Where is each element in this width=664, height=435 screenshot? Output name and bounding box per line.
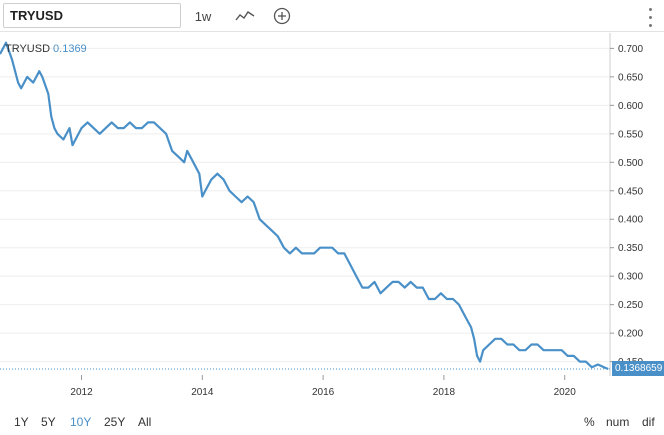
range-button-all[interactable]: All <box>138 415 152 429</box>
y-tick-label: 0.650 <box>618 72 643 83</box>
series-line-tryusd <box>0 41 609 371</box>
symbol-input[interactable] <box>3 3 181 28</box>
display-mode-num[interactable]: num <box>606 415 630 429</box>
more-vertical-icon[interactable] <box>644 5 656 29</box>
x-tick-label: 2016 <box>312 387 335 398</box>
range-button-1y[interactable]: 1Y <box>14 415 29 429</box>
chart-area[interactable]: 0.1500.2000.2500.3000.3500.4000.4500.500… <box>0 33 664 407</box>
legend-value: 0.1369 <box>53 43 87 55</box>
display-mode-dif[interactable]: dif <box>642 415 655 429</box>
x-tick-label: 2018 <box>433 387 456 398</box>
chart-legend: TRYUSD 0.1369 <box>5 43 87 55</box>
range-button-25y[interactable]: 25Y <box>104 415 126 429</box>
line-chart-icon[interactable] <box>233 4 257 28</box>
y-tick-label: 0.300 <box>618 272 643 283</box>
x-tick-label: 2020 <box>554 387 577 398</box>
x-tick-label: 2012 <box>70 387 93 398</box>
x-tick-label: 2014 <box>191 387 214 398</box>
y-tick-label: 0.400 <box>618 215 643 226</box>
legend-symbol: TRYUSD <box>5 43 51 55</box>
y-tick-label: 0.450 <box>618 186 643 197</box>
y-tick-label: 0.500 <box>618 158 643 169</box>
display-mode-percent[interactable]: % <box>584 415 595 429</box>
last-price-tag: 0.1368659 <box>612 361 664 376</box>
y-tick-label: 0.600 <box>618 101 643 112</box>
period-selector[interactable]: 1w <box>194 8 212 24</box>
y-tick-label: 0.250 <box>618 300 643 311</box>
range-button-10y[interactable]: 10Y <box>70 415 92 429</box>
y-tick-label: 0.200 <box>618 329 643 340</box>
y-tick-label: 0.700 <box>618 44 643 55</box>
chart-toolbar: 1w <box>0 0 664 32</box>
range-bar: 1Y 5Y 10Y 25Y All% num dif <box>0 410 664 435</box>
price-chart[interactable]: 0.1500.2000.2500.3000.3500.4000.4500.500… <box>0 33 664 407</box>
y-tick-label: 0.550 <box>618 129 643 140</box>
range-button-5y[interactable]: 5Y <box>41 415 56 429</box>
y-tick-label: 0.350 <box>618 243 643 254</box>
add-circle-icon[interactable] <box>270 4 294 28</box>
